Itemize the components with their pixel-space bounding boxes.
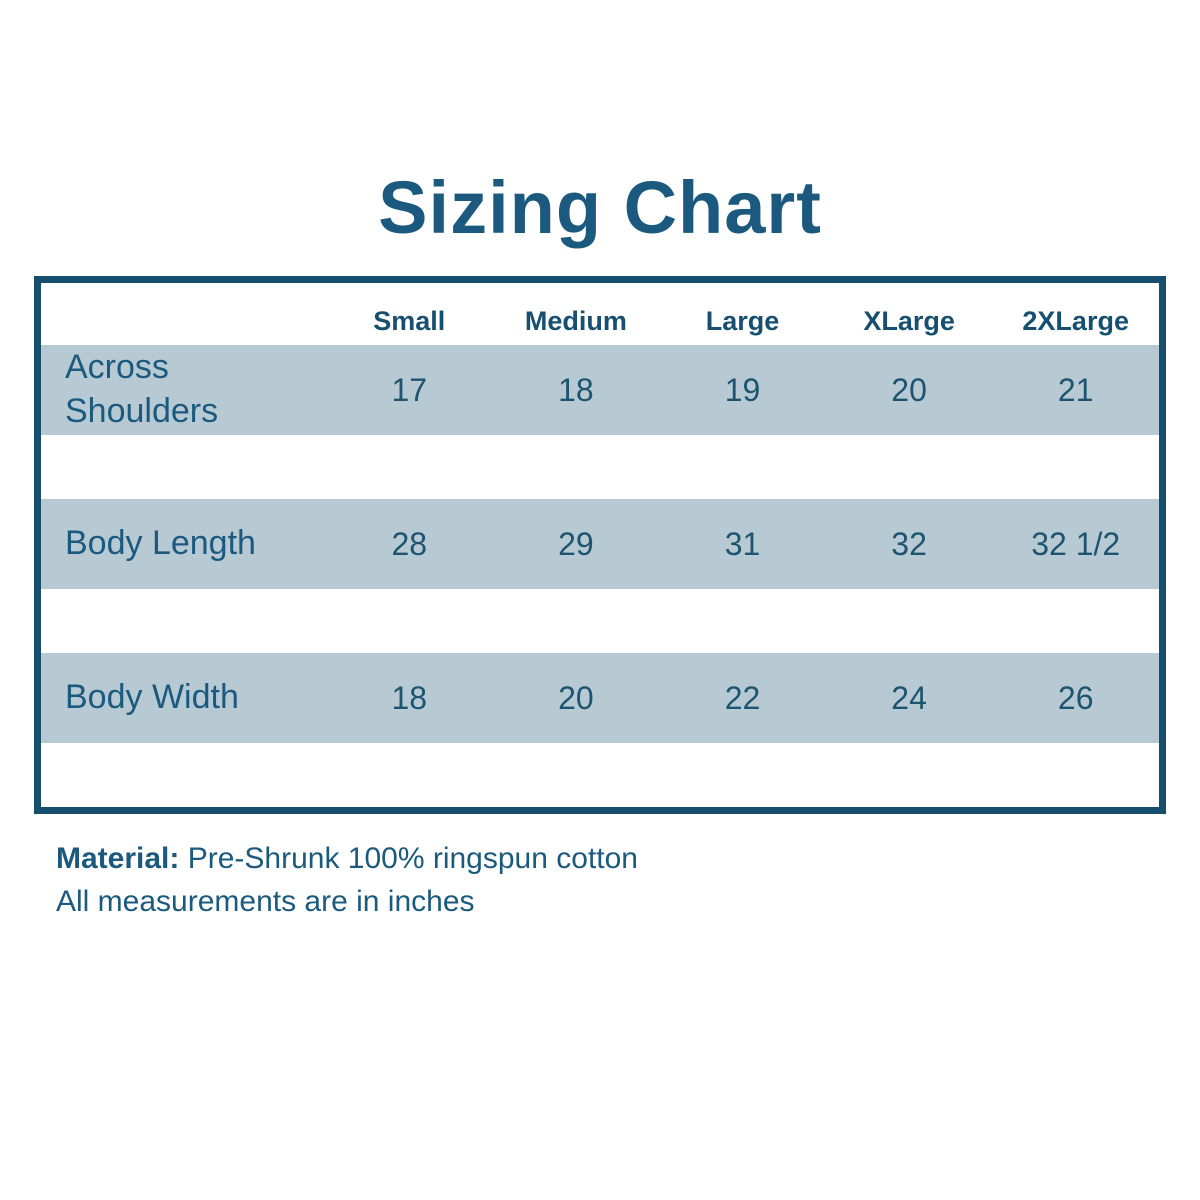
cell-body-width-2xlarge: 26 <box>1057 679 1094 716</box>
sizing-table: Small Medium Large XLarge 2XLarge Across… <box>34 276 1166 814</box>
column-header-medium: Medium <box>524 306 627 336</box>
row-label-across-shoulders: Across Shoulders <box>65 348 219 430</box>
table-row-body-width: Body Width 18 20 22 24 26 <box>41 653 1159 743</box>
column-header-xlarge: XLarge <box>863 306 955 336</box>
column-header-large: Large <box>705 306 780 336</box>
cell-across-shoulders-medium: 18 <box>558 371 594 408</box>
material-line: Material: Pre-Shrunk 100% ringspun cotto… <box>56 838 1200 881</box>
cell-across-shoulders-xlarge: 20 <box>891 371 927 408</box>
column-header-2xlarge: 2XLarge <box>1022 306 1129 336</box>
footer-notes: Material: Pre-Shrunk 100% ringspun cotto… <box>56 838 1200 923</box>
spacer-row <box>41 743 1159 807</box>
material-value: Pre-Shrunk 100% ringspun cotton <box>187 842 638 875</box>
page-title: Sizing Chart <box>378 166 822 249</box>
cell-across-shoulders-large: 19 <box>724 371 761 408</box>
table-header-row: Small Medium Large XLarge 2XLarge <box>41 283 1159 345</box>
cell-body-width-large: 22 <box>724 679 761 716</box>
cell-body-width-xlarge: 24 <box>891 679 927 716</box>
cell-body-width-medium: 20 <box>558 679 594 716</box>
cell-across-shoulders-2xlarge: 21 <box>1057 371 1094 408</box>
material-label: Material: <box>56 842 180 875</box>
spacer-row <box>41 589 1159 653</box>
cell-body-width-small: 18 <box>391 679 428 716</box>
cell-body-length-large: 31 <box>724 525 761 562</box>
cell-across-shoulders-small: 17 <box>391 371 428 408</box>
table-row-body-length: Body Length 28 29 31 32 32 1/2 <box>41 499 1159 589</box>
cell-body-length-xlarge: 32 <box>891 525 927 562</box>
cell-body-length-medium: 29 <box>558 525 594 562</box>
row-label-body-width: Body Width <box>65 678 239 717</box>
cell-body-length-small: 28 <box>391 525 428 562</box>
spacer-row <box>41 435 1159 499</box>
cell-body-length-2xlarge: 32 1/2 <box>1031 525 1121 562</box>
table-row-across-shoulders: Across Shoulders 17 18 19 20 21 <box>41 345 1159 435</box>
measurements-note: All measurements are in inches <box>56 884 475 918</box>
row-label-body-length: Body Length <box>65 524 256 563</box>
column-header-small: Small <box>373 306 446 336</box>
